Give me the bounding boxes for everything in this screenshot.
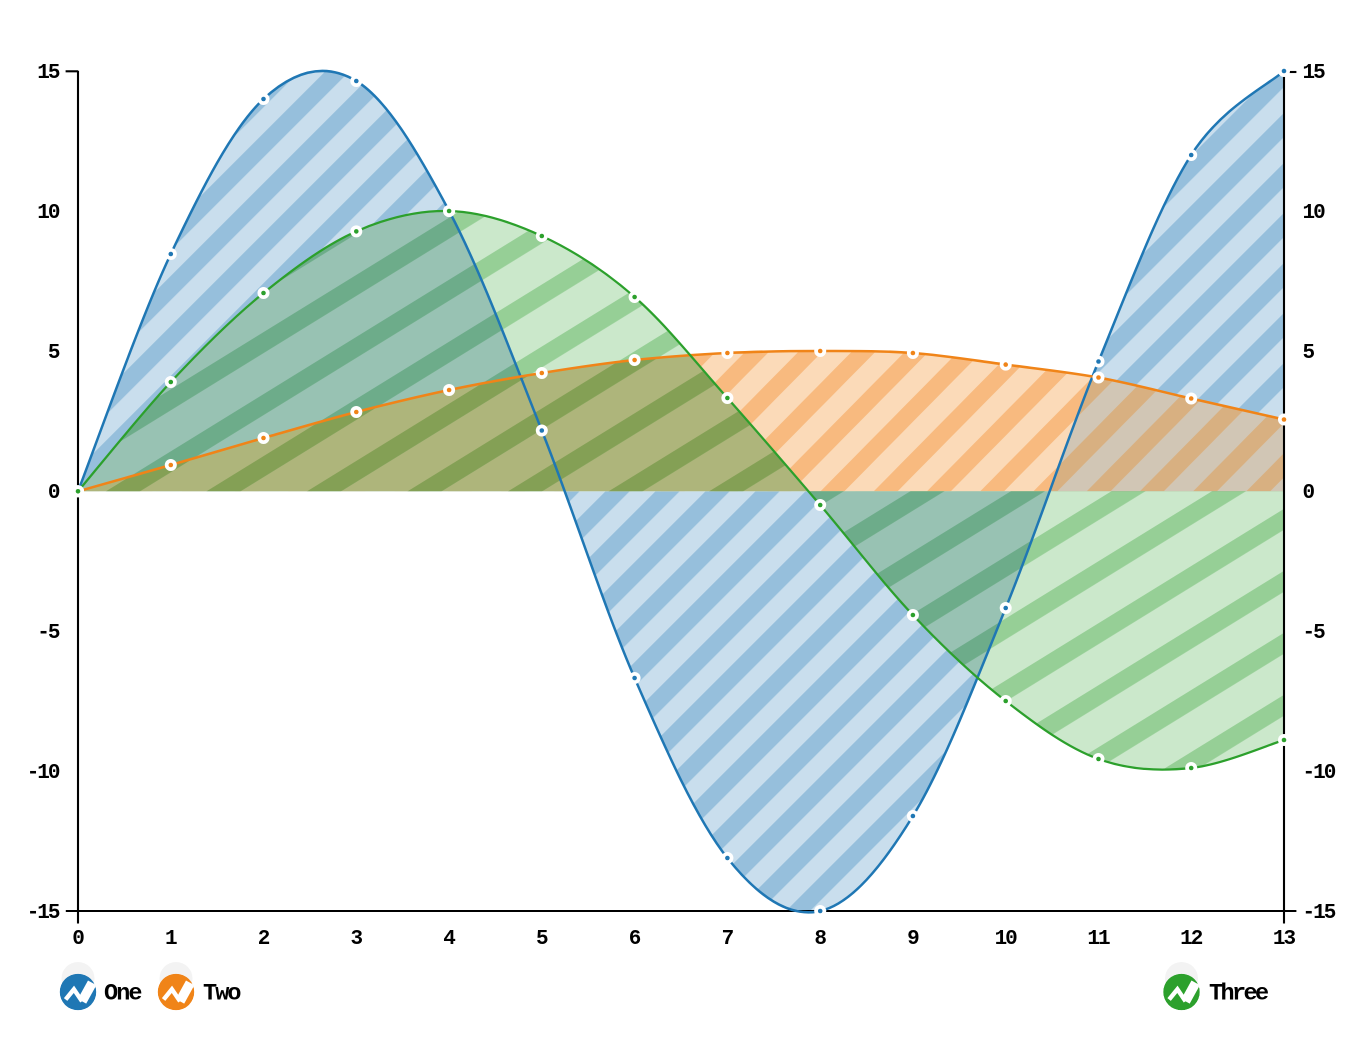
svg-text:3: 3 [351,928,363,951]
svg-text:-15: -15 [1303,902,1336,925]
svg-text:Two: Two [203,981,241,1008]
svg-text:10: 10 [995,928,1018,951]
svg-text:5: 5 [48,342,60,365]
svg-text:One: One [104,981,141,1008]
svg-text:-10: -10 [27,762,60,785]
svg-text:2: 2 [258,928,270,951]
svg-text:Three: Three [1209,981,1268,1008]
svg-text:10: 10 [1303,202,1326,225]
svg-text:0: 0 [48,482,60,505]
svg-text:-15: -15 [27,902,60,925]
svg-text:13: 13 [1273,928,1296,951]
svg-text:1: 1 [165,928,177,951]
svg-text:9: 9 [907,928,919,951]
svg-text:0: 0 [72,928,84,951]
svg-text:6: 6 [629,928,641,951]
svg-text:5: 5 [1303,342,1315,365]
svg-text:10: 10 [37,202,60,225]
svg-text:-5: -5 [37,622,60,645]
svg-text:7: 7 [722,928,734,951]
svg-text:5: 5 [536,928,548,951]
svg-text:8: 8 [814,928,826,951]
svg-text:4: 4 [443,928,455,951]
svg-text:15: 15 [1303,62,1326,85]
svg-text:0: 0 [1303,482,1315,505]
svg-text:11: 11 [1087,928,1110,951]
svg-text:12: 12 [1180,928,1203,951]
svg-text:15: 15 [37,62,60,85]
svg-text:-5: -5 [1303,622,1326,645]
svg-text:-10: -10 [1303,762,1336,785]
